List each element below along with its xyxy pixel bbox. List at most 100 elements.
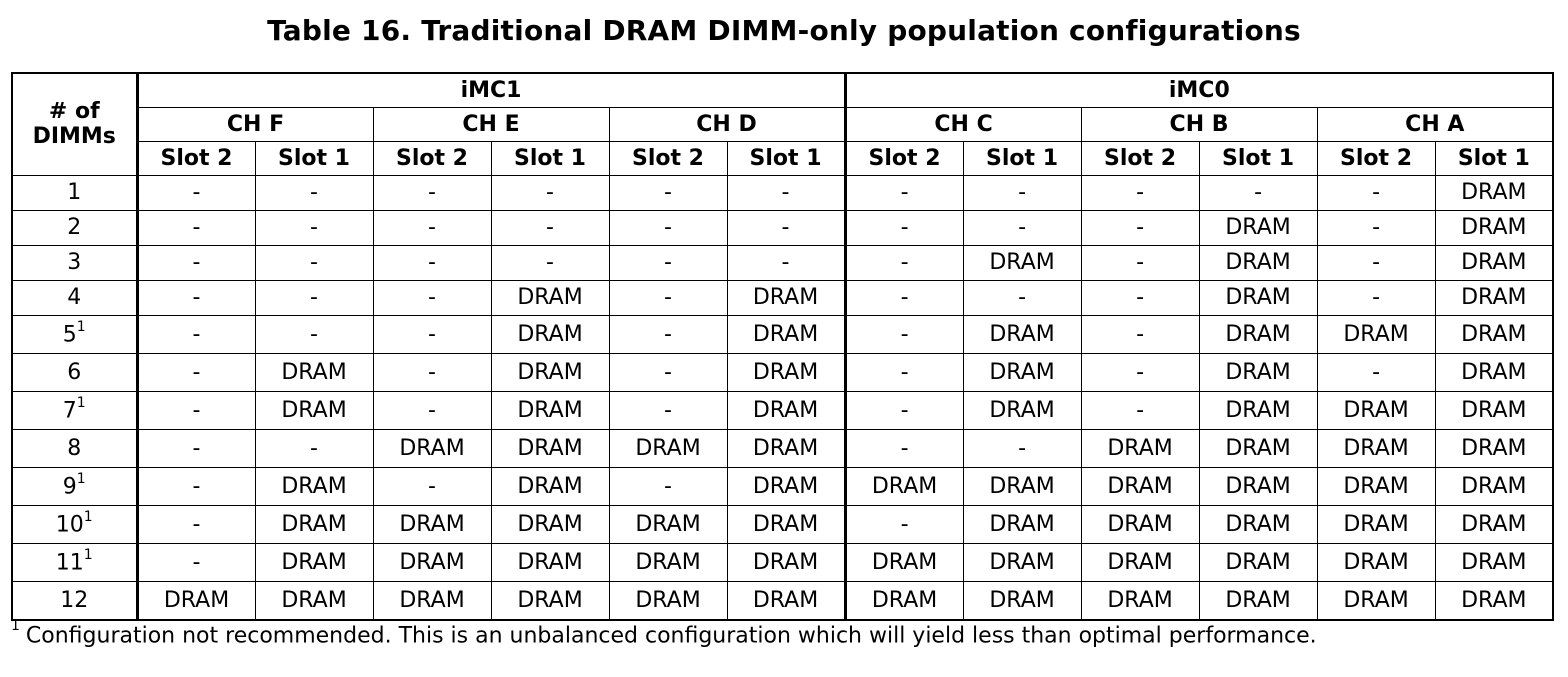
slot-cell: - xyxy=(1080,314,1200,354)
slot-cell: DRAM xyxy=(608,428,728,468)
slot-cell: DRAM xyxy=(844,542,964,582)
slot-cell: DRAM xyxy=(1198,390,1318,430)
slot-cell: DRAM xyxy=(1434,504,1554,544)
slot-cell: - xyxy=(844,244,964,281)
slot-cell: - xyxy=(844,352,964,392)
slot-cell: - xyxy=(844,279,964,316)
slot-cell: DRAM xyxy=(1080,504,1200,544)
slot-cell: DRAM xyxy=(962,390,1082,430)
slot-cell: - xyxy=(136,466,256,506)
slot-cell: - xyxy=(490,244,610,281)
dimm-count: 1 xyxy=(67,180,82,205)
dimm-count: 3 xyxy=(67,250,82,275)
slot-cell: DRAM xyxy=(726,279,847,316)
slot-cell: - xyxy=(962,174,1082,211)
slot-cell: - xyxy=(608,352,728,392)
slot-cell: DRAM xyxy=(1316,542,1436,582)
slot-cell: - xyxy=(372,209,492,246)
slot-cell: - xyxy=(490,209,610,246)
slot-header: Slot 2 xyxy=(1080,140,1200,176)
slot-cell: DRAM xyxy=(1080,542,1200,582)
slot-cell: - xyxy=(1080,390,1200,430)
slot-cell: DRAM xyxy=(726,314,847,354)
imc-header-imc0: iMC0 xyxy=(844,72,1554,108)
slot-cell: - xyxy=(372,314,492,354)
slot-header: Slot 2 xyxy=(1316,140,1436,176)
dimm-count-cell: 2 xyxy=(11,209,139,246)
slot-cell: - xyxy=(254,244,374,281)
channel-header-ch-d: CH D xyxy=(608,106,847,142)
slot-cell: - xyxy=(254,209,374,246)
slot-cell: DRAM xyxy=(1198,466,1318,506)
slot-cell: - xyxy=(136,244,256,281)
num-dimms-header-line2: DIMMs xyxy=(32,124,116,150)
slot-cell: - xyxy=(1316,244,1436,281)
slot-cell: - xyxy=(844,209,964,246)
imc-header-row: # of DIMMs iMC1 iMC0 xyxy=(11,72,1554,176)
slot-cell: DRAM xyxy=(844,580,964,620)
slot-cell: DRAM xyxy=(136,580,256,620)
table-row: 12 DRAM DRAM DRAM DRAM DRAM DRAM DRAM DRAM DRAM DR… xyxy=(11,580,1554,620)
slot-cell: DRAM xyxy=(372,504,492,544)
footnote-ref: 1 xyxy=(76,394,86,411)
channel-header-ch-e: CH E xyxy=(372,106,610,142)
slot-cell: - xyxy=(1316,174,1436,211)
dimm-count: 2 xyxy=(67,215,82,240)
num-dimms-header-line1: # of xyxy=(48,99,100,125)
slot-cell: DRAM xyxy=(1434,209,1554,246)
slot-cell: DRAM xyxy=(1434,542,1554,582)
slot-cell: DRAM xyxy=(1198,504,1318,544)
slot-cell: DRAM xyxy=(254,390,374,430)
slot-cell: - xyxy=(844,504,964,544)
slot-cell: - xyxy=(726,209,847,246)
slot-cell: DRAM xyxy=(1198,580,1318,620)
slot-cell: DRAM xyxy=(1434,390,1554,430)
dimm-count: 4 xyxy=(67,285,82,310)
slot-cell: DRAM xyxy=(490,279,610,316)
slot-cell: DRAM xyxy=(490,428,610,468)
slot-cell: - xyxy=(254,174,374,211)
table-row: 91- DRAM - DRAM - DRAM DRAM DRAM DRAM DRAM DRAM DRA… xyxy=(11,466,1554,506)
slot-header: Slot 2 xyxy=(372,140,492,176)
table-row: 101- DRAM DRAM DRAM DRAM DRAM - DRAM DRAM DRAM DRA… xyxy=(11,504,1554,544)
slot-cell: DRAM xyxy=(372,542,492,582)
footnote-ref: 1 xyxy=(83,546,93,563)
channel-header-ch-a: CH A xyxy=(1316,106,1554,142)
slot-cell: DRAM xyxy=(726,504,847,544)
slot-cell: DRAM xyxy=(1434,580,1554,620)
slot-cell: - xyxy=(844,428,964,468)
slot-header: Slot 1 xyxy=(254,140,374,176)
dimm-count-cell: 111 xyxy=(11,542,139,582)
dimm-count-cell: 1 xyxy=(11,174,139,211)
slot-cell: DRAM xyxy=(490,314,610,354)
slot-cell: - xyxy=(136,390,256,430)
slot-cell: DRAM xyxy=(962,542,1082,582)
channel-header-ch-c: CH C xyxy=(844,106,1082,142)
footnote-ref: 1 xyxy=(83,508,93,525)
slot-cell: DRAM xyxy=(254,352,374,392)
slot-cell: - xyxy=(608,314,728,354)
slot-cell: - xyxy=(844,174,964,211)
dimm-count: 11 xyxy=(55,550,84,576)
slot-cell: DRAM xyxy=(490,466,610,506)
dimm-count-cell: 8 xyxy=(11,428,139,468)
footnote: 1 Configuration not recommended. This is … xyxy=(11,618,1317,649)
footnote-text: Configuration not recommended. This is a… xyxy=(25,623,1317,649)
slot-cell: - xyxy=(608,209,728,246)
slot-cell: DRAM xyxy=(608,504,728,544)
slot-cell: - xyxy=(136,428,256,468)
slot-cell: DRAM xyxy=(1198,352,1318,392)
slot-cell: - xyxy=(1316,209,1436,246)
slot-cell: - xyxy=(1080,279,1200,316)
slot-cell: DRAM xyxy=(490,390,610,430)
slot-cell: DRAM xyxy=(726,428,847,468)
dimm-count: 9 xyxy=(62,474,77,500)
slot-cell: - xyxy=(1080,244,1200,281)
slot-cell: DRAM xyxy=(608,542,728,582)
slot-cell: - xyxy=(1080,209,1200,246)
table-row: 1- - - - - - - - - - - DRAM xyxy=(11,174,1554,211)
slot-cell: DRAM xyxy=(1434,428,1554,468)
dimm-count: 10 xyxy=(55,512,84,538)
slot-header: Slot 1 xyxy=(962,140,1082,176)
slot-cell: DRAM xyxy=(962,580,1082,620)
